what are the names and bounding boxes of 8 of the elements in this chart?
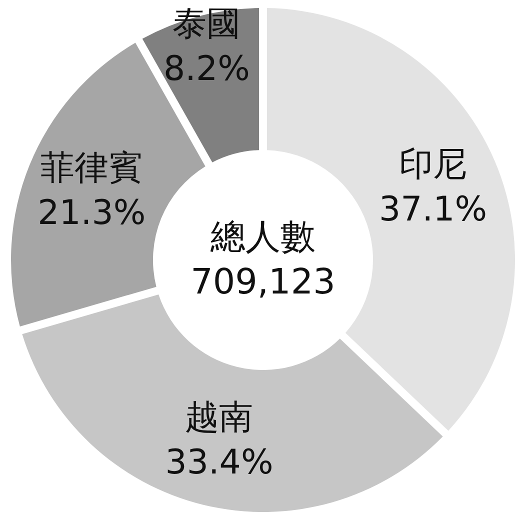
text: 總人數 709,123 <box>190 218 336 302</box>
data-label: 21.3% <box>38 192 146 233</box>
slice-label: 印尼 <box>399 144 468 185</box>
data-label: 33.4% <box>165 442 274 482</box>
data-label: 37.1% <box>379 190 488 230</box>
slice-label: 菲律賓 <box>40 148 143 188</box>
data-label: 8.2% <box>164 48 250 89</box>
slice-label: 越南 <box>185 397 254 438</box>
